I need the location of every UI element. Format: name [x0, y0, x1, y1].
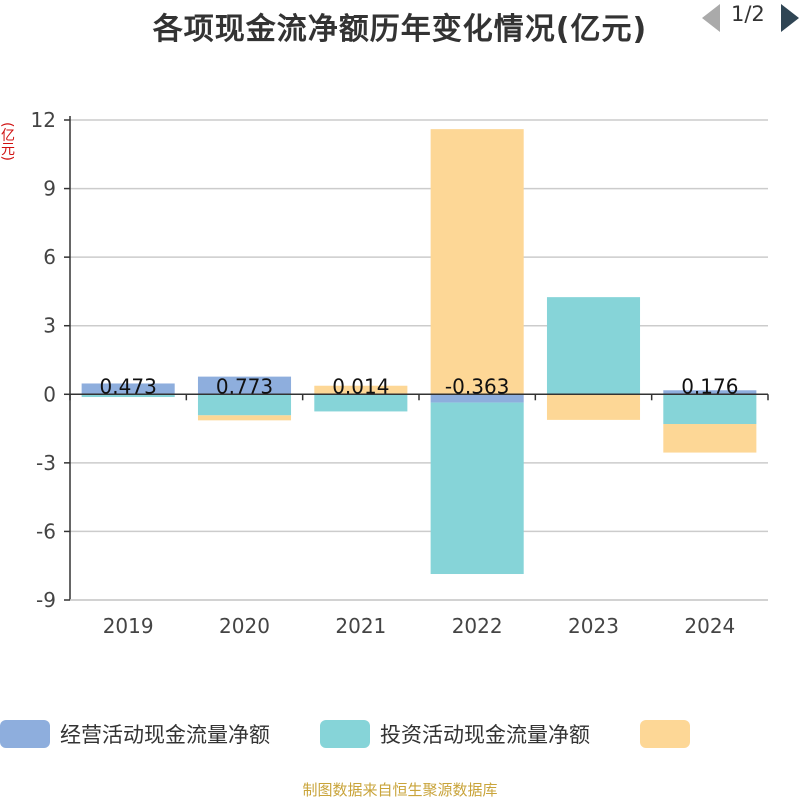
y-tick-label: 0: [43, 382, 56, 406]
bar-series3-2023: [546, 394, 641, 420]
data-label: 0.773: [216, 374, 273, 398]
y-axis-label: (亿元): [0, 122, 15, 161]
data-label: 0.014: [332, 374, 389, 398]
bar-series1-2020: [197, 376, 292, 395]
legend-swatch: [0, 720, 50, 748]
bar-series2-2021: [314, 394, 408, 412]
bar-series1-2019: [81, 383, 175, 395]
bar-series2-2024: [663, 394, 757, 424]
bar-series2-2020: [197, 394, 292, 416]
x-tick-label: 2024: [684, 614, 735, 638]
y-tick-label: 6: [43, 245, 56, 269]
data-source-note: 制图数据来自恒生聚源数据库: [302, 781, 498, 799]
legend-prev-arrow-icon[interactable]: [702, 4, 720, 32]
bar-series1-2024: [663, 390, 757, 395]
bar-series2-2019: [81, 394, 175, 398]
legend-label: 投资活动现金流量净额: [380, 723, 590, 747]
legend-next-arrow-icon[interactable]: [781, 4, 799, 32]
bar-series2-2022: [430, 402, 524, 575]
legend-item[interactable]: 投资活动现金流量净额: [320, 716, 590, 752]
bar-series2-2023: [546, 297, 641, 395]
data-label: 0.176: [681, 374, 738, 398]
x-tick-label: 2021: [335, 614, 386, 638]
legend-label: 经营活动现金流量净额: [60, 723, 270, 747]
x-tick-label: 2019: [103, 614, 154, 638]
y-tick-label: 9: [43, 177, 56, 201]
bar-series1-2022: [430, 394, 524, 403]
chart-plot: 12 9 6 3 0 -3 -6 -9 2019 2020 2021 2022 2023 2024 0.47…: [31, 108, 769, 638]
x-tick-label: 2020: [219, 614, 270, 638]
x-tick-label: 2022: [452, 614, 503, 638]
legend: 经营活动现金流量净额 投资活动现金流量净额: [0, 716, 800, 752]
y-tick-label: -9: [36, 588, 56, 612]
y-tick-label: -6: [36, 519, 56, 543]
y-tick-label: 12: [31, 108, 56, 132]
bar-series3-2020: [197, 415, 292, 421]
legend-page-indicator: 1/2: [731, 2, 765, 26]
legend-item[interactable]: 经营活动现金流量净额: [0, 716, 270, 752]
bar-series3-2021: [314, 385, 408, 394]
y-tick-label: -3: [36, 451, 56, 475]
chart-title: 各项现金流净额历年变化情况(亿元): [152, 12, 648, 47]
legend-item[interactable]: [640, 716, 690, 752]
bar-series3-2024: [663, 424, 757, 453]
y-tick-label: 3: [43, 314, 56, 338]
bar-series3-2022: [430, 129, 524, 395]
legend-swatch: [640, 720, 690, 748]
legend-swatch: [320, 720, 370, 748]
data-label: 0.473: [100, 374, 157, 398]
x-tick-label: 2023: [568, 614, 619, 638]
data-label: -0.363: [445, 374, 509, 398]
